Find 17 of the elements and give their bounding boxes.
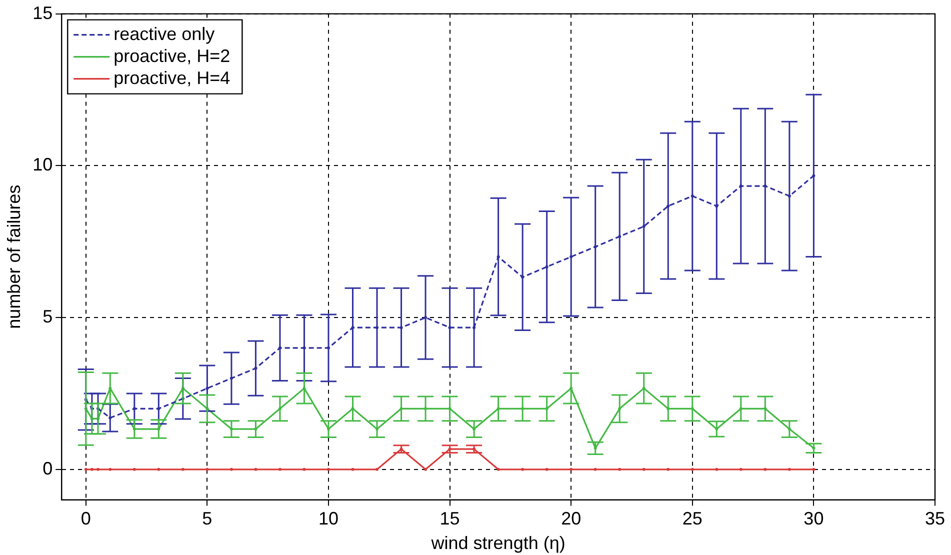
legend-label: proactive, H=4 xyxy=(114,68,230,88)
x-tick-label: 35 xyxy=(924,508,946,529)
x-axis-title: wind strength (η) xyxy=(430,533,566,554)
y-axis-title: number of failures xyxy=(4,184,24,329)
y-tick-label: 10 xyxy=(32,154,53,175)
x-tick-label: 25 xyxy=(682,508,702,529)
legend-label: reactive only xyxy=(114,24,215,44)
x-tick-label: 5 xyxy=(202,508,212,529)
x-tick-label: 20 xyxy=(561,508,582,529)
legend-label: proactive, H=2 xyxy=(114,46,230,66)
x-tick-label: 10 xyxy=(318,508,339,529)
y-tick-label: 15 xyxy=(32,2,53,23)
x-tick-label: 0 xyxy=(80,508,91,529)
x-tick-label: 30 xyxy=(804,508,824,529)
y-tick-label: 5 xyxy=(42,306,53,327)
x-tick-label: 15 xyxy=(440,508,460,529)
y-tick-label: 0 xyxy=(42,458,53,478)
